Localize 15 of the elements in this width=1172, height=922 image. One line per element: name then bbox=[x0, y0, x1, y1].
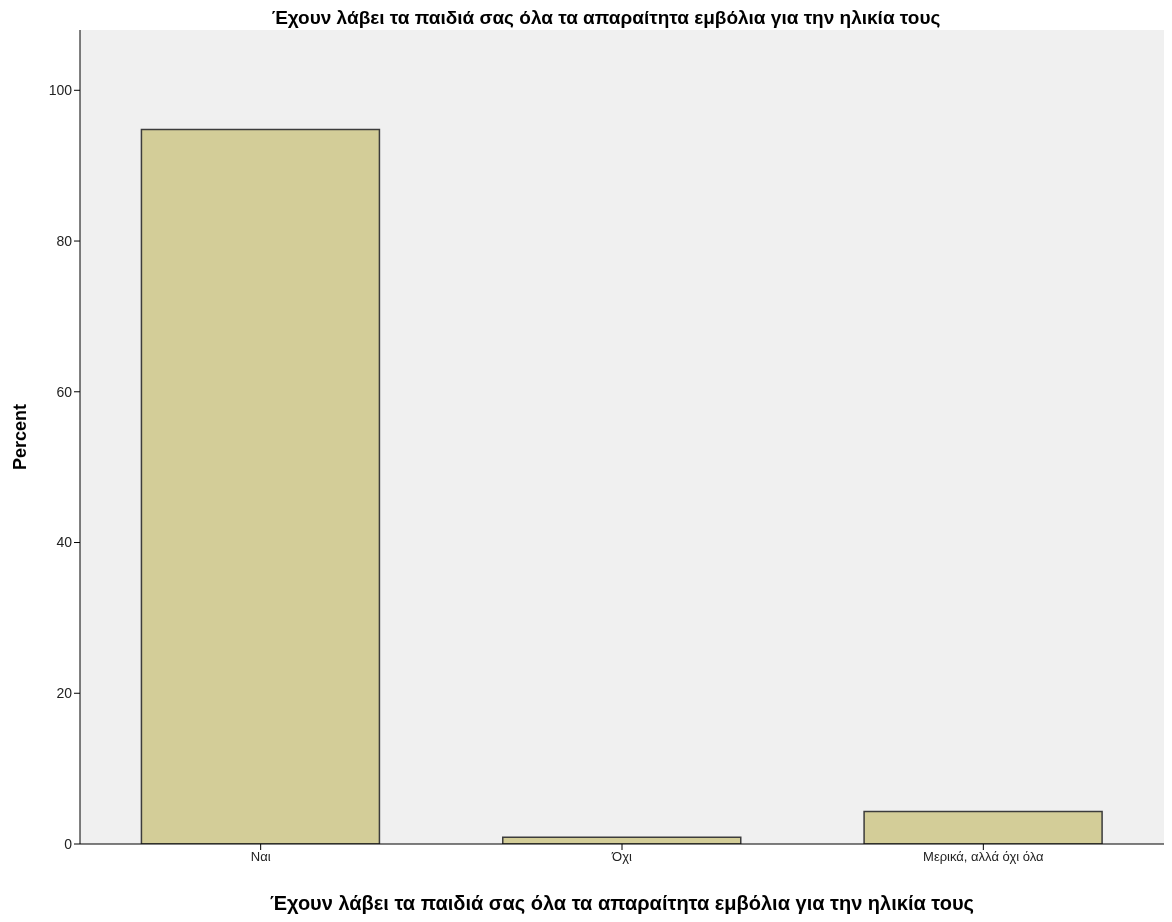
bar bbox=[502, 836, 742, 844]
bar bbox=[140, 128, 381, 844]
bar bbox=[863, 810, 1103, 844]
x-tick-label: Ναι bbox=[250, 849, 271, 865]
x-axis-title: Έχουν λάβει τα παιδιά σας όλα τα απαραίτητα εμβόλια για την ηλικία τους bbox=[270, 892, 974, 914]
y-tick-label: 0 bbox=[64, 835, 73, 852]
y-tick-label: 40 bbox=[56, 534, 73, 551]
y-tick-label: 20 bbox=[56, 685, 73, 702]
x-tick-label: Μερικά, αλλά όχι όλα bbox=[923, 849, 1045, 865]
y-tick-label: 60 bbox=[56, 383, 73, 400]
y-axis-title: Percent bbox=[10, 403, 31, 471]
chart-title: Έχουν λάβει τα παιδιά σας όλα τα απαραίτητα εμβόλια για την ηλικία τους bbox=[270, 7, 942, 30]
y-tick-label: 100 bbox=[48, 82, 73, 99]
y-tick-label: 80 bbox=[56, 233, 73, 250]
x-tick-label: Όχι bbox=[611, 849, 632, 865]
